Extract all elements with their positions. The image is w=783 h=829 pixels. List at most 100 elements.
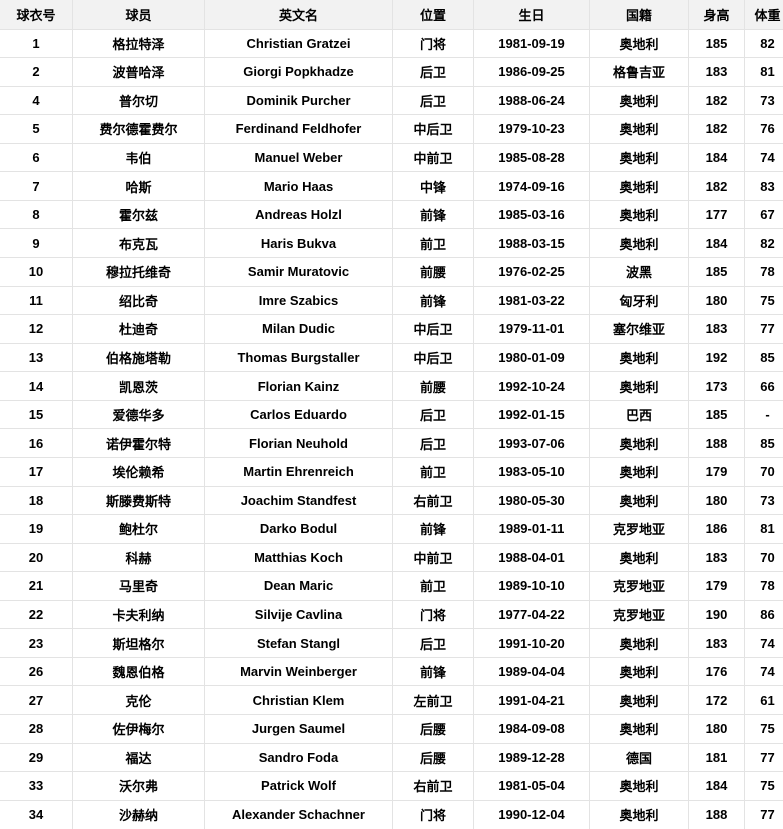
- cell-player-name: 杜迪奇: [72, 314, 205, 344]
- cell-nationality: 奥地利: [589, 171, 689, 201]
- cell-jersey-number: 1: [0, 28, 73, 59]
- cell-jersey-number: 8: [0, 199, 73, 230]
- cell-position: 前锋: [392, 199, 474, 230]
- cell-birthday: 1981-09-19: [473, 28, 590, 59]
- cell-height: 179: [688, 571, 745, 601]
- cell-nationality: 格鲁吉亚: [589, 57, 689, 87]
- cell-position: 中后卫: [392, 114, 474, 144]
- cell-birthday: 1985-08-28: [473, 142, 590, 173]
- cell-english-name: Martin Ehrenreich: [204, 456, 393, 487]
- cell-english-name: Thomas Burgstaller: [204, 342, 393, 373]
- cell-position: 前锋: [392, 656, 474, 687]
- cell-jersey-number: 28: [0, 714, 73, 744]
- cell-height: 182: [688, 85, 745, 116]
- cell-weight: 61: [744, 685, 783, 715]
- table-row: 23 斯坦格尔 Stefan Stangl 后卫 1991-10-20 奥地利 183 74: [0, 628, 783, 658]
- cell-nationality: 奥地利: [589, 456, 689, 487]
- cell-english-name: Dominik Purcher: [204, 85, 393, 116]
- cell-nationality: 奥地利: [589, 199, 689, 230]
- cell-nationality: 奥地利: [589, 228, 689, 258]
- cell-position: 门将: [392, 799, 474, 829]
- cell-player-name: 布克瓦: [72, 228, 205, 258]
- cell-birthday: 1977-04-22: [473, 599, 590, 630]
- cell-weight: 82: [744, 228, 783, 258]
- cell-english-name: Sandro Foda: [204, 742, 393, 773]
- cell-player-name: 斯坦格尔: [72, 628, 205, 658]
- cell-nationality: 波黑: [589, 257, 689, 287]
- cell-jersey-number: 13: [0, 342, 73, 373]
- cell-player-name: 绍比奇: [72, 285, 205, 316]
- cell-nationality: 奥地利: [589, 85, 689, 116]
- cell-english-name: Manuel Weber: [204, 142, 393, 173]
- cell-jersey-number: 5: [0, 114, 73, 144]
- cell-height: 182: [688, 114, 745, 144]
- cell-height: 180: [688, 485, 745, 516]
- table-row: 6 韦伯 Manuel Weber 中前卫 1985-08-28 奥地利 184 74: [0, 142, 783, 173]
- cell-weight: 73: [744, 85, 783, 116]
- table-row: 5 费尔德霍费尔 Ferdinand Feldhofer 中后卫 1979-10-23 奥…: [0, 114, 783, 144]
- cell-nationality: 奥地利: [589, 142, 689, 173]
- cell-height: 185: [688, 28, 745, 59]
- cell-jersey-number: 6: [0, 142, 73, 173]
- header-row: 球衣号 球员 英文名 位置 生日 国籍 身高 体重: [0, 0, 783, 30]
- table-row: 14 凯恩茨 Florian Kainz 前腰 1992-10-24 奥地利 173 66: [0, 371, 783, 401]
- cell-player-name: 凯恩茨: [72, 371, 205, 401]
- cell-nationality: 克罗地亚: [589, 571, 689, 601]
- cell-height: 188: [688, 428, 745, 458]
- table-row: 17 埃伦赖希 Martin Ehrenreich 前卫 1983-05-10 奥地利 17…: [0, 456, 783, 487]
- cell-jersey-number: 17: [0, 456, 73, 487]
- cell-jersey-number: 10: [0, 257, 73, 287]
- cell-weight: 74: [744, 142, 783, 173]
- cell-birthday: 1984-09-08: [473, 714, 590, 744]
- cell-english-name: Patrick Wolf: [204, 771, 393, 801]
- column-header-english-name: 英文名: [204, 0, 393, 30]
- cell-position: 前卫: [392, 228, 474, 258]
- cell-jersey-number: 19: [0, 514, 73, 544]
- cell-position: 中前卫: [392, 542, 474, 573]
- cell-weight: 66: [744, 371, 783, 401]
- cell-jersey-number: 33: [0, 771, 73, 801]
- cell-player-name: 福达: [72, 742, 205, 773]
- cell-position: 中后卫: [392, 342, 474, 373]
- cell-height: 185: [688, 399, 745, 430]
- cell-birthday: 1989-10-10: [473, 571, 590, 601]
- cell-position: 门将: [392, 28, 474, 59]
- cell-weight: 76: [744, 114, 783, 144]
- table-row: 20 科赫 Matthias Koch 中前卫 1988-04-01 奥地利 183 70: [0, 542, 783, 573]
- cell-nationality: 奥地利: [589, 28, 689, 59]
- cell-english-name: Florian Kainz: [204, 371, 393, 401]
- cell-height: 180: [688, 285, 745, 316]
- cell-birthday: 1991-04-21: [473, 685, 590, 715]
- cell-player-name: 鲍杜尔: [72, 514, 205, 544]
- cell-birthday: 1988-03-15: [473, 228, 590, 258]
- cell-height: 190: [688, 599, 745, 630]
- cell-weight: -: [744, 399, 783, 430]
- cell-jersey-number: 15: [0, 399, 73, 430]
- cell-position: 中锋: [392, 171, 474, 201]
- table-row: 33 沃尔弗 Patrick Wolf 右前卫 1981-05-04 奥地利 184 75: [0, 771, 783, 801]
- cell-position: 后卫: [392, 428, 474, 458]
- cell-weight: 77: [744, 314, 783, 344]
- table-row: 10 穆拉托维奇 Samir Muratovic 前腰 1976-02-25 波黑 185 7…: [0, 257, 783, 287]
- cell-player-name: 波普哈泽: [72, 57, 205, 87]
- table-row: 11 绍比奇 Imre Szabics 前锋 1981-03-22 匈牙利 180 75: [0, 285, 783, 316]
- cell-jersey-number: 12: [0, 314, 73, 344]
- cell-player-name: 沃尔弗: [72, 771, 205, 801]
- cell-position: 后卫: [392, 85, 474, 116]
- cell-height: 181: [688, 742, 745, 773]
- column-header-nationality: 国籍: [589, 0, 689, 30]
- table-row: 28 佐伊梅尔 Jurgen Saumel 后腰 1984-09-08 奥地利 180 75: [0, 714, 783, 744]
- cell-weight: 83: [744, 171, 783, 201]
- cell-height: 183: [688, 314, 745, 344]
- cell-player-name: 诺伊霍尔特: [72, 428, 205, 458]
- cell-birthday: 1976-02-25: [473, 257, 590, 287]
- cell-weight: 74: [744, 656, 783, 687]
- cell-player-name: 爱德华多: [72, 399, 205, 430]
- cell-birthday: 1988-06-24: [473, 85, 590, 116]
- cell-nationality: 德国: [589, 742, 689, 773]
- cell-nationality: 奥地利: [589, 371, 689, 401]
- cell-height: 186: [688, 514, 745, 544]
- cell-player-name: 佐伊梅尔: [72, 714, 205, 744]
- cell-nationality: 塞尔维亚: [589, 314, 689, 344]
